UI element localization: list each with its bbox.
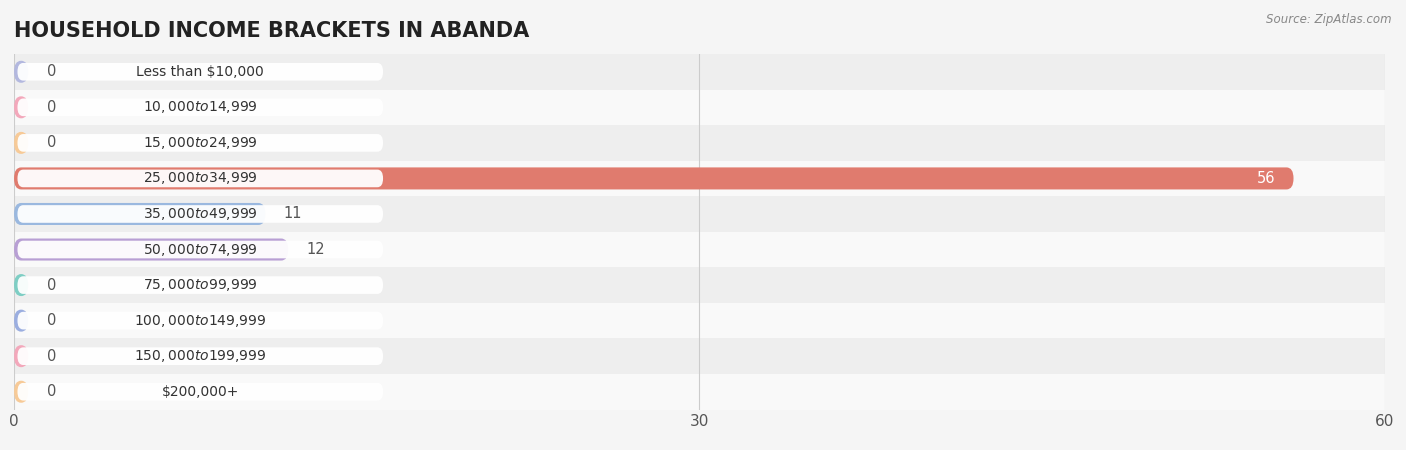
FancyBboxPatch shape bbox=[17, 99, 382, 116]
FancyBboxPatch shape bbox=[17, 134, 382, 152]
FancyBboxPatch shape bbox=[14, 132, 28, 154]
Text: 0: 0 bbox=[46, 135, 56, 150]
Bar bbox=[14, 374, 1385, 410]
Text: 0: 0 bbox=[46, 313, 56, 328]
FancyBboxPatch shape bbox=[17, 205, 382, 223]
Bar bbox=[14, 338, 1385, 374]
FancyBboxPatch shape bbox=[14, 203, 266, 225]
Text: 0: 0 bbox=[46, 278, 56, 292]
FancyBboxPatch shape bbox=[17, 276, 382, 294]
FancyBboxPatch shape bbox=[14, 238, 288, 261]
FancyBboxPatch shape bbox=[17, 241, 382, 258]
FancyBboxPatch shape bbox=[17, 383, 382, 400]
FancyBboxPatch shape bbox=[14, 167, 1294, 189]
Bar bbox=[14, 303, 1385, 338]
FancyBboxPatch shape bbox=[14, 345, 28, 367]
FancyBboxPatch shape bbox=[14, 61, 28, 83]
Bar bbox=[14, 90, 1385, 125]
FancyBboxPatch shape bbox=[17, 312, 382, 329]
FancyBboxPatch shape bbox=[14, 310, 28, 332]
Text: $100,000 to $149,999: $100,000 to $149,999 bbox=[134, 313, 267, 328]
Text: $35,000 to $49,999: $35,000 to $49,999 bbox=[143, 206, 257, 222]
FancyBboxPatch shape bbox=[17, 63, 382, 81]
Bar bbox=[14, 125, 1385, 161]
Text: $10,000 to $14,999: $10,000 to $14,999 bbox=[143, 99, 257, 115]
FancyBboxPatch shape bbox=[14, 96, 28, 118]
Text: $50,000 to $74,999: $50,000 to $74,999 bbox=[143, 242, 257, 257]
Bar bbox=[14, 267, 1385, 303]
Bar bbox=[14, 232, 1385, 267]
Bar bbox=[14, 54, 1385, 90]
Text: HOUSEHOLD INCOME BRACKETS IN ABANDA: HOUSEHOLD INCOME BRACKETS IN ABANDA bbox=[14, 21, 529, 41]
Text: Less than $10,000: Less than $10,000 bbox=[136, 65, 264, 79]
FancyBboxPatch shape bbox=[17, 170, 382, 187]
FancyBboxPatch shape bbox=[14, 381, 28, 403]
FancyBboxPatch shape bbox=[14, 274, 28, 296]
FancyBboxPatch shape bbox=[17, 347, 382, 365]
Text: $200,000+: $200,000+ bbox=[162, 385, 239, 399]
Text: 11: 11 bbox=[284, 207, 302, 221]
Text: 0: 0 bbox=[46, 349, 56, 364]
Text: 12: 12 bbox=[307, 242, 325, 257]
Text: $75,000 to $99,999: $75,000 to $99,999 bbox=[143, 277, 257, 293]
Text: 56: 56 bbox=[1257, 171, 1275, 186]
Text: 0: 0 bbox=[46, 384, 56, 399]
Text: Source: ZipAtlas.com: Source: ZipAtlas.com bbox=[1267, 14, 1392, 27]
Text: 0: 0 bbox=[46, 64, 56, 79]
Text: $150,000 to $199,999: $150,000 to $199,999 bbox=[134, 348, 267, 364]
Text: $25,000 to $34,999: $25,000 to $34,999 bbox=[143, 171, 257, 186]
Bar bbox=[14, 196, 1385, 232]
Text: 0: 0 bbox=[46, 100, 56, 115]
Bar bbox=[14, 161, 1385, 196]
Text: $15,000 to $24,999: $15,000 to $24,999 bbox=[143, 135, 257, 151]
